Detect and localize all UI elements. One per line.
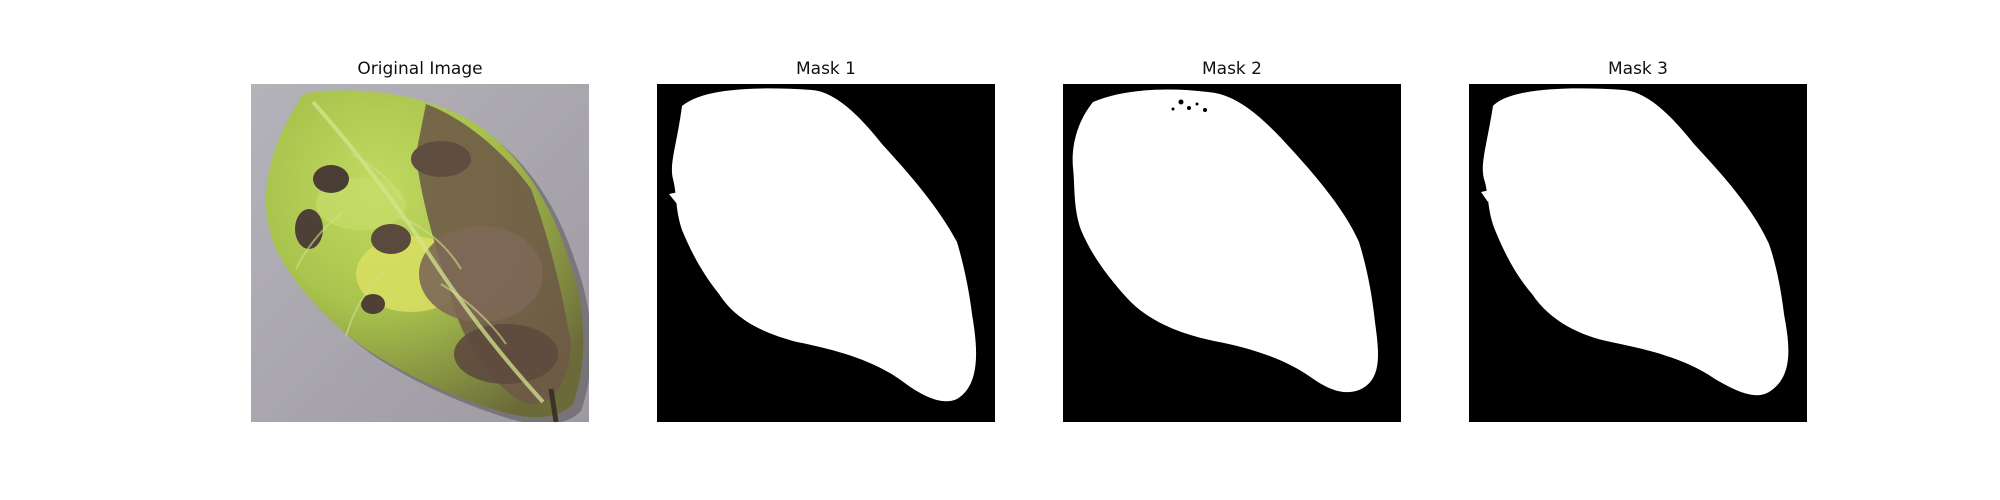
mask-3-foreground: [1482, 88, 1789, 396]
mask-3-panel: [1469, 84, 1807, 422]
mask-3-image: [1469, 84, 1807, 422]
original-image-panel: [251, 84, 589, 422]
panel-title-original-image: Original Image: [357, 59, 483, 79]
panel-title-mask-2: Mask 2: [1201, 59, 1262, 79]
mask-2-image: [1063, 84, 1401, 422]
panel-title-mask-3: Mask 3: [1607, 59, 1668, 79]
mask-1-image: [657, 84, 995, 422]
mask-1-foreground: [671, 88, 977, 402]
leaf-photo: [251, 84, 589, 422]
mask-2-foreground: [1072, 89, 1379, 393]
mask-1-panel: [657, 84, 995, 422]
panel-title-mask-1: Mask 1: [795, 59, 856, 79]
mask-2-panel: [1063, 84, 1401, 422]
